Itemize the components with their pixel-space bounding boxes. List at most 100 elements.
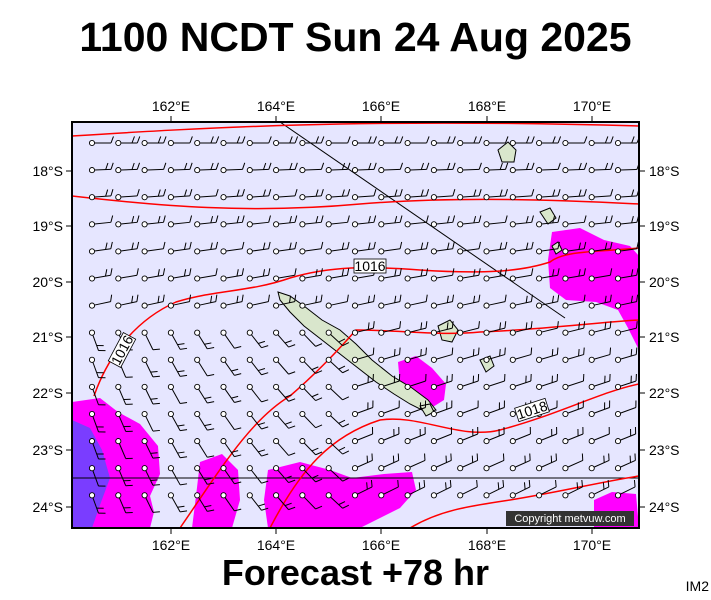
wind-barb-staff — [488, 486, 504, 495]
wind-barb-station — [614, 465, 622, 472]
wind-barb-feather — [163, 162, 167, 170]
wind-barb-staff — [409, 486, 425, 495]
wind-barb-feather — [157, 136, 162, 144]
wind-barb-staff — [383, 168, 401, 171]
wind-barb-staff — [383, 274, 401, 279]
wind-barb-staff — [383, 195, 401, 198]
wind-barb-station — [483, 492, 490, 499]
wind-barb-station — [141, 275, 148, 282]
wind-barb-feather — [236, 136, 241, 144]
wind-barb-station — [246, 248, 253, 255]
wind-barb-station — [404, 465, 411, 472]
wind-barb-station — [246, 167, 253, 174]
wind-barb-staff — [304, 195, 322, 198]
wind-barb-feather — [320, 294, 323, 302]
wind-barb-feather — [136, 268, 139, 276]
wind-barb-feather — [347, 162, 351, 170]
wind-barb-staff — [277, 496, 289, 510]
wind-barb-feather — [110, 215, 114, 223]
wind-barb-feather — [499, 349, 501, 357]
wind-barb-staff — [92, 362, 99, 378]
wind-barb-station — [614, 383, 622, 390]
wind-barb-station — [325, 194, 332, 201]
wind-barb-station — [351, 438, 359, 445]
wind-barb-staff — [226, 221, 243, 225]
wind-barb-station — [404, 329, 411, 336]
wind-barb-staff — [436, 460, 452, 468]
wind-barb-station — [457, 139, 464, 147]
wind-barb-station — [536, 194, 543, 201]
wind-barb-staff — [94, 168, 112, 171]
wind-barb-staff — [594, 301, 611, 306]
wind-barb-feather — [315, 397, 323, 402]
wind-barb-station — [220, 139, 227, 147]
wind-barb-feather — [338, 446, 346, 451]
wind-barb-staff — [541, 195, 559, 198]
wind-barb-station — [483, 139, 490, 147]
wind-barb-staff — [620, 433, 636, 441]
wind-barb-station — [457, 438, 464, 445]
wind-barb-station — [509, 492, 516, 499]
lat-label-right: 22°S — [649, 385, 680, 401]
wind-barb-station — [141, 329, 148, 336]
wind-barb-station — [404, 221, 411, 228]
wind-barb-staff — [489, 248, 506, 252]
wind-barb-feather — [234, 400, 242, 403]
wind-barb-feather — [294, 241, 297, 249]
wind-barb-station — [273, 248, 280, 255]
wind-barb-staff — [173, 195, 190, 198]
wind-barb-station — [509, 248, 516, 255]
wind-barb-feather — [150, 398, 158, 400]
wind-barb-station — [588, 356, 595, 363]
wind-barb-station — [299, 248, 306, 255]
wind-barb-staff — [620, 274, 637, 279]
wind-barb-staff — [567, 195, 585, 198]
wind-barb-staff — [199, 195, 217, 198]
wind-barb-feather — [373, 162, 377, 170]
wind-barb-feather — [578, 349, 580, 357]
wind-barb-station — [378, 221, 385, 228]
wind-barb-station — [351, 492, 359, 499]
wind-barb-station — [273, 302, 280, 309]
wind-barb-station — [536, 329, 543, 336]
wind-barb-staff — [198, 388, 208, 404]
wind-barb-staff — [120, 221, 138, 225]
wind-barb-feather — [399, 321, 402, 329]
wind-barb-staff — [278, 274, 295, 279]
wind-barb-staff — [620, 327, 637, 333]
wind-barb-staff — [620, 168, 638, 171]
wind-barb-staff — [147, 195, 164, 198]
wind-barb-station — [588, 248, 595, 255]
wind-barb-staff — [92, 334, 99, 351]
wind-barb-staff — [357, 301, 374, 306]
wind-barb-station — [194, 194, 201, 201]
wind-barb-feather — [425, 268, 429, 276]
wind-barb-feather — [289, 136, 293, 144]
wind-barb-staff — [436, 354, 453, 360]
lat-label-left: 19°S — [32, 218, 63, 234]
wind-barb-feather — [177, 424, 185, 427]
wind-barb-staff — [383, 486, 399, 495]
wind-barb-staff — [224, 497, 235, 512]
wind-barb-staff — [331, 221, 348, 225]
sea-background — [72, 122, 639, 528]
wind-barb-station — [141, 302, 148, 309]
wind-barb-station — [588, 492, 595, 499]
wind-barb-feather — [425, 321, 428, 329]
wind-barb-staff — [620, 248, 637, 252]
wind-barb-station — [588, 465, 595, 472]
wind-barb-feather — [531, 189, 535, 197]
wind-barb-feather — [531, 162, 535, 170]
wind-barb-staff — [620, 486, 636, 495]
wind-barb-staff — [224, 415, 235, 430]
wind-barb-station — [562, 438, 569, 445]
wind-barb-feather — [368, 215, 371, 223]
wind-barb-feather — [372, 321, 375, 329]
wind-barb-feather — [288, 425, 296, 429]
isobar-line — [93, 247, 639, 397]
wind-barb-staff — [330, 388, 343, 401]
wind-barb-station — [246, 302, 253, 309]
wind-barb-feather — [630, 295, 633, 303]
wind-barb-staff — [303, 415, 316, 429]
wind-barb-feather — [451, 321, 454, 329]
